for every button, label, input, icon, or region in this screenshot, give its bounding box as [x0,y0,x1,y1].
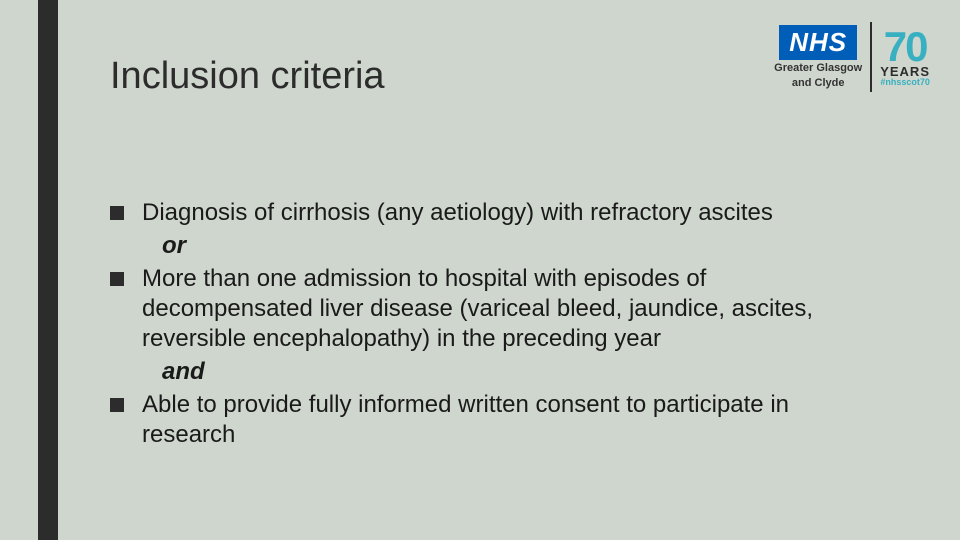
bullet-text: Diagnosis of cirrhosis (any aetiology) w… [142,198,773,228]
bullet-item: More than one admission to hospital with… [110,264,860,354]
slide-content: Inclusion criteria Diagnosis of cirrhosi… [110,55,920,454]
connector-or: or [162,232,860,260]
bullet-list: Diagnosis of cirrhosis (any aetiology) w… [110,198,920,450]
bullet-item: Diagnosis of cirrhosis (any aetiology) w… [110,198,860,228]
bullet-marker-icon [110,272,124,286]
accent-bar [38,0,58,540]
bullet-marker-icon [110,206,124,220]
slide-title: Inclusion criteria [110,55,920,98]
bullet-text: Able to provide fully informed written c… [142,390,860,450]
connector-and: and [162,358,860,386]
bullet-item: Able to provide fully informed written c… [110,390,860,450]
bullet-marker-icon [110,398,124,412]
bullet-text: More than one admission to hospital with… [142,264,860,354]
